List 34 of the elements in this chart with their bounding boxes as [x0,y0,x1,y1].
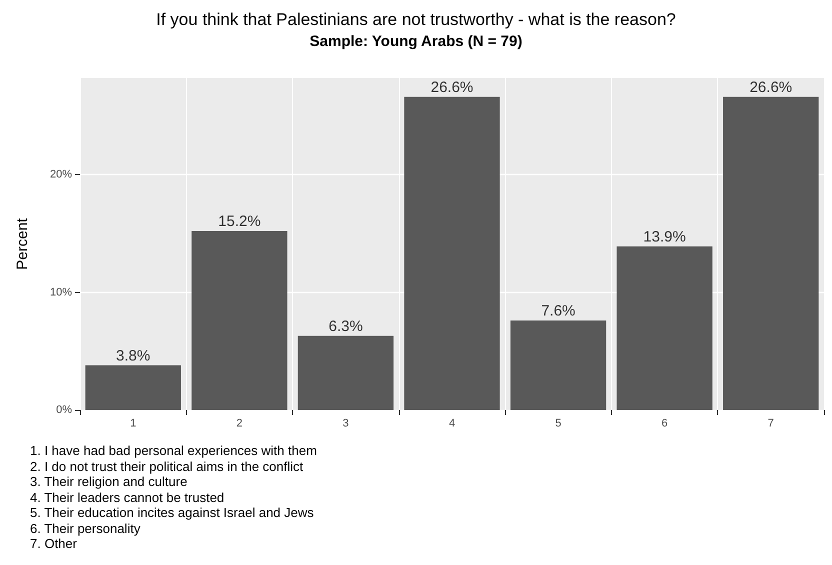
data-label: 7.6% [541,302,576,320]
bar [616,246,712,410]
data-label: 13.9% [643,228,686,246]
data-label: 3.8% [116,347,150,364]
text: 6. Their personality [30,520,142,536]
chart-title: If you think that Palestinians are not trustworthy - what is the reason? [156,10,676,29]
bar [510,320,606,410]
bar [298,336,394,410]
text: 1. I have had bad personal experiences with them [30,443,317,458]
x-tick-label: 2 [236,418,242,430]
bar [85,365,181,410]
text: 5. Their education incites against Israel and Jews [30,505,315,520]
bar [723,96,819,410]
data-label: 26.6% [750,78,792,96]
chart-subtitle: Sample: Young Arabs (N = 79) [310,33,522,50]
bar [192,231,288,410]
text: 7. Other [30,536,78,552]
data-label: 6.3% [328,318,363,335]
x-tick-label: 1 [130,418,136,430]
y-tick-label: 20% [50,168,72,181]
text: 4. Their leaders cannot be trusted [30,490,226,505]
x-tick-label: 7 [768,418,774,430]
data-label: 26.6% [430,78,474,96]
data-label: 15.2% [218,213,261,230]
x-tick-label: 6 [662,418,668,430]
bar [404,96,500,410]
y-tick-label: 10% [50,286,72,298]
y-tick-label: 0% [56,404,72,416]
x-tick-label: 5 [555,418,562,430]
text: 2. I do not trust their political aims in the conflict [30,458,304,474]
x-tick-label: 4 [448,418,456,430]
y-axis-title: Percent [14,217,31,270]
text: 3. Their religion and culture [30,474,188,490]
x-tick-label: 3 [342,418,349,430]
